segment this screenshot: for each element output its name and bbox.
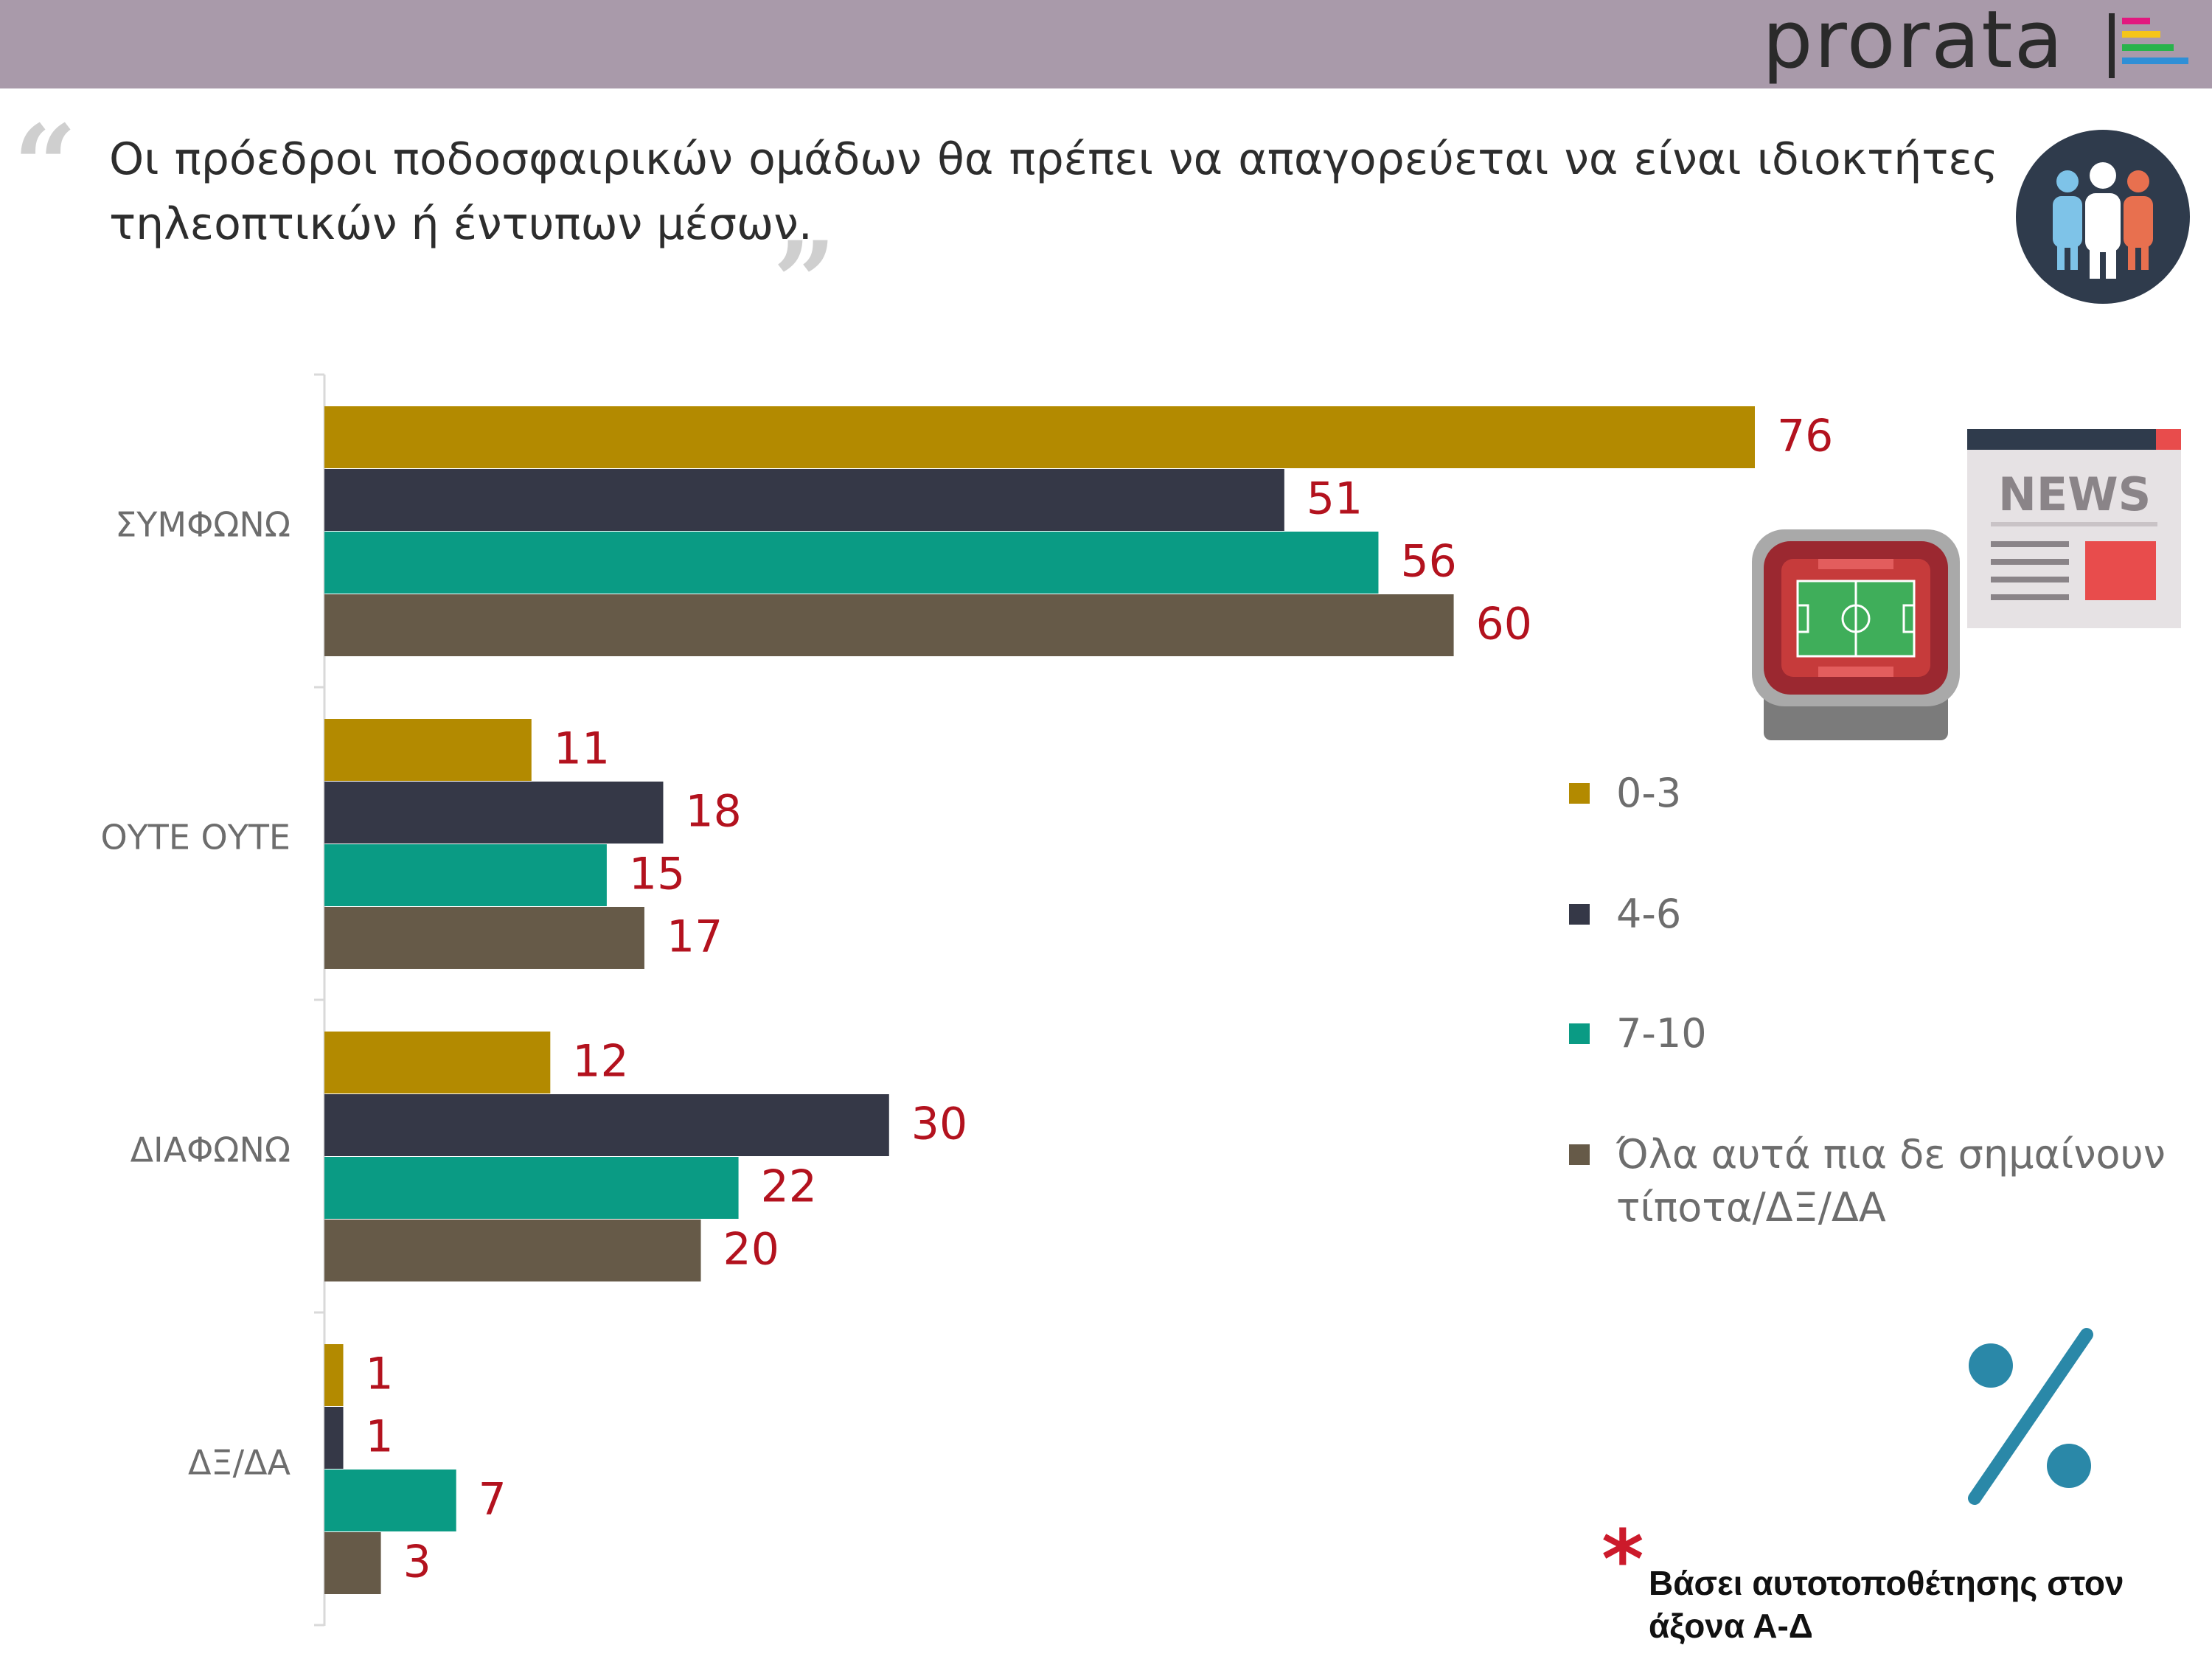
bar [324, 532, 1379, 594]
bar-value-label: 56 [1400, 536, 1456, 588]
header-bar [0, 0, 2212, 88]
stadium-icon [1752, 529, 1960, 740]
logo-bars-icon [2109, 13, 2190, 80]
bar [324, 469, 1284, 531]
legend-label: 4-6 [1616, 891, 1682, 937]
legend-swatch [1569, 783, 1590, 804]
footnote-text: Βάσει αυτοτοποθέτησης στον άξονα Α-Δ [1649, 1564, 2124, 1645]
bar-value-label: 7 [479, 1474, 507, 1526]
bar [324, 844, 607, 906]
bar-value-label: 51 [1307, 473, 1363, 525]
bar-value-label: 12 [572, 1036, 628, 1088]
bar [324, 594, 1454, 656]
legend-label: Όλα αυτά πια δε σημαίνουν τίποτα/ΔΞ/ΔΑ [1616, 1131, 2166, 1231]
bar-value-label: 20 [723, 1224, 779, 1276]
bar [324, 719, 532, 781]
question-text: Οι πρόεδροι ποδοσφαιρικών ομάδων θα πρέπ… [109, 133, 1998, 250]
bar-value-label: 22 [761, 1161, 817, 1213]
legend-label: 7-10 [1616, 1010, 1707, 1057]
bar-value-label: 76 [1777, 411, 1833, 462]
brand-logo: prorata [1762, 0, 2065, 86]
bar [324, 907, 644, 969]
legend-label: 0-3 [1616, 770, 1682, 816]
category-label: ΟΥΤΕ ΟΥΤΕ [100, 818, 291, 858]
people-group-icon [2016, 130, 2190, 304]
bar-value-label: 18 [685, 786, 741, 838]
bar [324, 1407, 344, 1469]
legend-swatch [1569, 904, 1590, 925]
bar [324, 782, 664, 844]
category-label: ΔΙΑΦΩΝΩ [131, 1130, 291, 1170]
bar-value-label: 1 [366, 1411, 394, 1463]
bar [324, 1094, 889, 1156]
bar-value-label: 11 [554, 723, 610, 775]
bar-value-label: 17 [667, 911, 723, 963]
footnote-asterisk-icon: * [1601, 1512, 1644, 1607]
category-label: ΣΥΜΦΩΝΩ [115, 505, 291, 545]
open-quote-icon: “ [13, 101, 77, 231]
svg-text:NEWS: NEWS [1998, 467, 2151, 521]
bar-value-label: 3 [403, 1537, 431, 1588]
bar [324, 1220, 701, 1281]
percent-icon [1968, 1328, 2093, 1505]
legend-swatch [1569, 1144, 1590, 1165]
category-label: ΔΞ/ΔΑ [188, 1443, 291, 1483]
bar [324, 1157, 739, 1219]
bar-value-label: 30 [911, 1099, 967, 1150]
bar [324, 1532, 381, 1594]
close-quote-icon: ” [773, 218, 837, 347]
legend-swatch [1569, 1023, 1590, 1044]
bar [324, 1344, 344, 1406]
bar-value-label: 60 [1476, 599, 1532, 650]
bar [324, 1032, 551, 1093]
bar-value-label: 1 [366, 1349, 394, 1400]
bar [324, 1470, 456, 1531]
bar-value-label: 15 [629, 849, 685, 900]
bar [324, 406, 1755, 468]
newspaper-icon: NEWS [1967, 429, 2181, 628]
